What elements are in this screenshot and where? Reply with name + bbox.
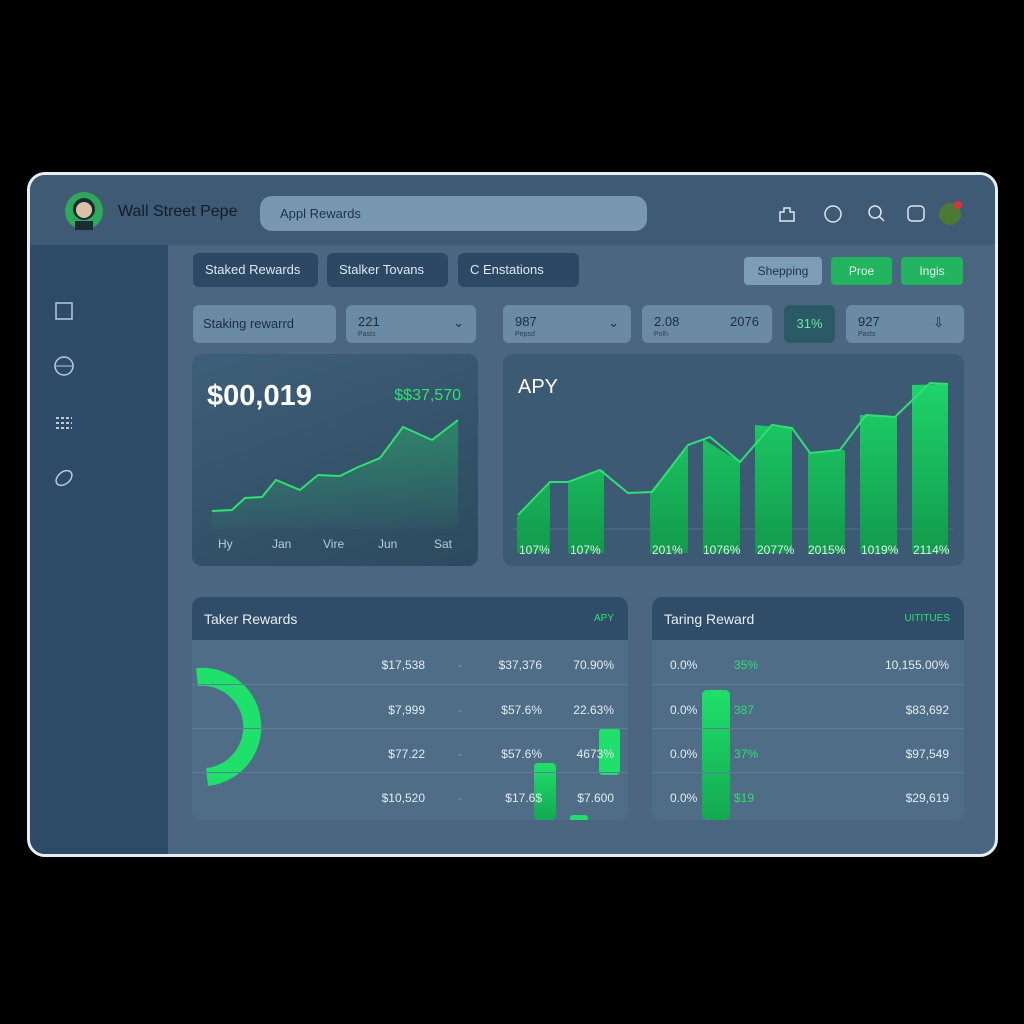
table-header [652,597,964,640]
bar-label: 201% [652,543,683,557]
bar-decoration [702,690,730,820]
row-divider [652,772,964,773]
table-cell: $17,538 [381,658,425,672]
table-header [192,597,628,640]
filter-label: Staking rewarrd [193,305,336,343]
icon: ⇩ [933,315,944,330]
bar-label: 107% [570,543,601,557]
table-cell: 70.90% [573,658,614,672]
table-cell: $83,692 [905,703,949,717]
table-cell: - [458,703,462,717]
table-cell: 10,155.00% [884,658,949,672]
button[interactable]: Proe [831,257,892,285]
apy-card: APY 107% 107% 201% 1076% 2077% 2015% 101… [503,354,964,566]
bar-label: 2015% [808,543,846,557]
row-divider [652,728,964,729]
table-cell: 0.0% [670,791,698,805]
table-cell: $7,999 [388,703,425,717]
balance-card: $00,019 $$37,570 Hy Jan Vire Jun Sat [192,354,478,566]
table-cell: $7.600 [577,791,614,805]
sidebar [30,245,168,854]
filter-box[interactable]: 987 Pepsd ⌄ [503,305,631,343]
bar-label: 1076% [703,543,741,557]
apy-title: APY [518,376,559,398]
filter-extra: 2076 [730,314,759,329]
tab[interactable]: Stalker Tovans [327,253,448,287]
table-cell: 4673% [576,747,614,761]
filter-value: 987 [515,314,537,329]
bar-decoration [570,815,588,820]
table-cell: 0.0% [670,747,698,761]
bar-label: 2114% [913,543,950,557]
table-cell: - [458,658,462,672]
table-cell: 22.63% [573,703,614,717]
avatar [65,192,103,230]
row-divider [192,728,628,729]
x-label: Vire [323,537,345,551]
tab[interactable]: C Enstations [458,253,579,287]
table-cell: 387 [734,703,755,717]
header: Wall Street Pepe Appl Rewards [30,175,995,245]
button[interactable]: Shepping [744,257,822,285]
table-cell: 35% [734,658,759,672]
table-title: Taring Reward [664,611,755,627]
table-cell: $57.6% [501,747,542,761]
bar-label: 1019% [861,543,899,557]
table-cell: $10,520 [381,791,425,805]
row-divider [192,684,628,685]
table-cell: - [458,747,462,761]
brand: Wall Street Pepe [118,203,238,220]
tab[interactable]: Staked Rewards [193,253,318,287]
filter-box[interactable]: 927 Pasts ⇩ [846,305,964,343]
table-cell: $37,376 [498,658,542,672]
x-label: Jun [378,537,398,551]
balance-change: $$37,570 [394,387,461,404]
x-label: Sat [434,537,453,551]
button[interactable]: Ingis [901,257,963,285]
table-cell: $19 [734,791,755,805]
table-cell: $77.22 [388,747,425,761]
table-cell: $97,549 [905,747,949,761]
table-cell: $29,619 [905,791,949,805]
table-title: Taker Rewards [204,611,298,627]
table-tag: UITITUES [904,613,950,624]
table-cell: 37% [734,747,759,761]
filter-box[interactable]: 221 Pasts ⌄ [346,305,476,343]
table-cell: $57.6% [501,703,542,717]
taker-table: Taker Rewards APY $17,538 - $37,376 70.90% $… [192,597,628,820]
sidebar-icons [54,302,74,487]
filter-badge[interactable]: 31% [784,305,835,343]
table-tag: APY [593,613,614,624]
balance-amount: $00,019 [207,380,312,412]
header-icons [779,201,962,225]
chevron: ⌄ [453,315,464,330]
table-cell: $17.6$ [505,791,542,805]
apy-chart [513,381,953,553]
table-cell: 0.0% [670,658,698,672]
chevron: ⌄ [608,315,619,330]
filter-value: 221 [358,314,380,329]
filter-box[interactable]: 2.08 Polh 2076 [642,305,772,343]
x-label: Jan [272,537,292,551]
filter-value: 2.08 [654,314,680,329]
bar-decoration [534,763,556,820]
taring-table: Taring Reward UITITUES 0.0% 35% 10,155.00%… [652,597,964,820]
filter-sub: Pasts [858,331,876,338]
filter-sub: Polh [654,331,669,338]
filter-sub: Pasts [358,331,376,338]
search-box[interactable]: Appl Rewards [260,196,647,231]
donut [196,667,262,786]
bar-label: 2077% [757,543,795,557]
filter-value: 927 [858,314,880,329]
line-chart [211,419,459,529]
table-cell: 0.0% [670,703,698,717]
bar-decoration [599,728,620,775]
row-divider [192,772,628,773]
table-cell: - [458,791,462,805]
row-divider [652,684,964,685]
bar-label: 107% [519,543,550,557]
x-label: Hy [218,537,233,551]
filter-sub: Pepsd [515,331,535,338]
